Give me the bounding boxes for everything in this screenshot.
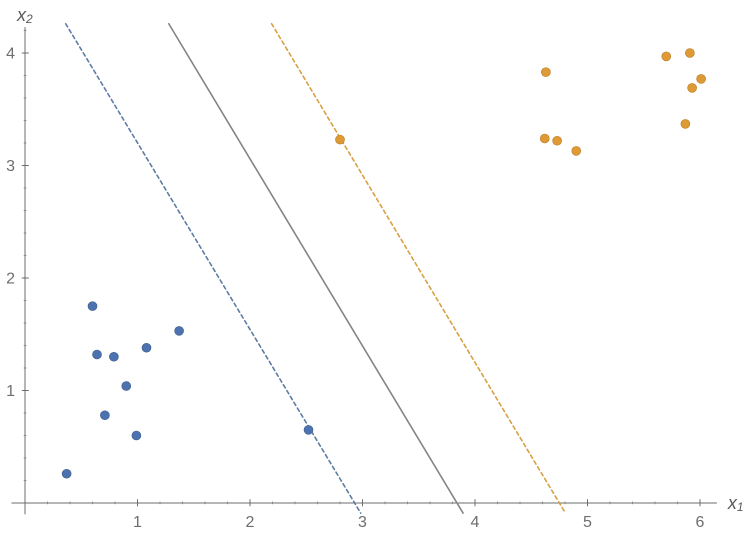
svg-text:4: 4 [471,514,480,531]
svg-text:1: 1 [6,383,15,400]
svg-text:5: 5 [583,514,592,531]
svg-text:3: 3 [6,158,15,175]
svg-text:2: 2 [246,514,255,531]
svg-text:2: 2 [6,271,15,288]
svg-text:6: 6 [696,514,705,531]
svg-text:1: 1 [133,514,142,531]
svg-text:3: 3 [358,514,367,531]
svg-text:x2: x2 [16,5,33,26]
svg-text:x1: x1 [727,493,744,514]
svg-text:4: 4 [6,46,15,63]
